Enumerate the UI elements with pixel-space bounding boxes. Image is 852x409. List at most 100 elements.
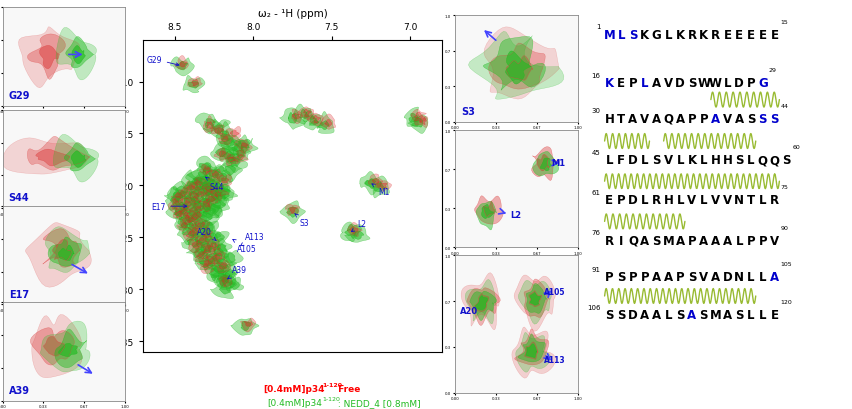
Polygon shape — [285, 204, 299, 216]
Text: A105: A105 — [233, 240, 256, 253]
Polygon shape — [419, 118, 426, 125]
Polygon shape — [371, 179, 378, 185]
Polygon shape — [215, 192, 221, 197]
Polygon shape — [411, 110, 426, 122]
Polygon shape — [217, 244, 227, 254]
Polygon shape — [517, 334, 544, 362]
Polygon shape — [212, 271, 233, 288]
Polygon shape — [204, 254, 216, 263]
Polygon shape — [294, 105, 314, 124]
Polygon shape — [204, 189, 218, 208]
Polygon shape — [532, 152, 558, 176]
Polygon shape — [481, 205, 493, 219]
Text: L: L — [676, 154, 683, 167]
Polygon shape — [188, 83, 199, 89]
Text: D: D — [627, 194, 637, 207]
Polygon shape — [175, 212, 182, 218]
Polygon shape — [181, 170, 201, 198]
Polygon shape — [48, 238, 82, 267]
Polygon shape — [219, 147, 239, 164]
Polygon shape — [188, 239, 204, 253]
Text: S: S — [616, 270, 625, 283]
Text: A: A — [711, 270, 719, 283]
Text: S: S — [757, 112, 766, 126]
Polygon shape — [202, 227, 215, 243]
Polygon shape — [186, 171, 214, 191]
Polygon shape — [203, 120, 230, 139]
Text: A: A — [675, 112, 684, 126]
Polygon shape — [170, 197, 179, 205]
Text: L2: L2 — [351, 220, 366, 232]
Text: [0.4mM]p34: [0.4mM]p34 — [263, 384, 325, 393]
Polygon shape — [19, 28, 80, 89]
Polygon shape — [222, 151, 235, 162]
Text: D: D — [675, 77, 684, 90]
Text: L: L — [746, 154, 754, 167]
Polygon shape — [215, 173, 227, 182]
Polygon shape — [193, 249, 204, 258]
Text: K: K — [699, 29, 707, 42]
Polygon shape — [197, 204, 222, 220]
Polygon shape — [211, 271, 236, 290]
Polygon shape — [307, 114, 323, 126]
Text: H: H — [604, 112, 613, 126]
Polygon shape — [203, 246, 210, 253]
Text: P: P — [687, 112, 695, 126]
Text: H: H — [663, 194, 672, 207]
Text: R: R — [711, 29, 719, 42]
Polygon shape — [171, 193, 183, 204]
Text: R: R — [651, 194, 660, 207]
Polygon shape — [218, 251, 243, 266]
Text: K: K — [604, 77, 613, 90]
Polygon shape — [232, 143, 242, 152]
Text: L: L — [758, 270, 766, 283]
Polygon shape — [195, 236, 216, 256]
Polygon shape — [219, 263, 227, 270]
Polygon shape — [531, 147, 557, 181]
Polygon shape — [230, 158, 239, 167]
Text: F: F — [616, 154, 625, 167]
Polygon shape — [210, 126, 224, 138]
Text: S: S — [734, 154, 743, 167]
Polygon shape — [236, 150, 245, 159]
Y-axis label: ω₁ - ¹⁵N (ppm): ω₁ - ¹⁵N (ppm) — [104, 160, 114, 233]
Polygon shape — [181, 200, 206, 221]
Text: V: V — [663, 77, 672, 90]
Text: N: N — [734, 194, 743, 207]
Polygon shape — [187, 223, 202, 233]
Text: : NEDD_4 [0.8mM]: : NEDD_4 [0.8mM] — [335, 398, 420, 407]
Polygon shape — [209, 170, 220, 177]
Polygon shape — [181, 211, 193, 222]
Polygon shape — [174, 197, 182, 202]
Polygon shape — [526, 344, 536, 358]
Polygon shape — [192, 80, 199, 87]
Polygon shape — [195, 234, 209, 247]
Polygon shape — [27, 35, 66, 80]
Text: V: V — [722, 112, 731, 126]
Text: K: K — [687, 154, 696, 167]
Polygon shape — [214, 148, 230, 162]
Polygon shape — [202, 165, 224, 182]
Polygon shape — [165, 187, 182, 211]
Polygon shape — [215, 128, 223, 135]
Polygon shape — [231, 151, 248, 163]
Polygon shape — [219, 283, 231, 294]
Polygon shape — [201, 182, 230, 201]
Polygon shape — [303, 110, 311, 118]
Polygon shape — [193, 177, 202, 184]
Polygon shape — [176, 62, 187, 71]
Polygon shape — [488, 44, 544, 90]
Polygon shape — [209, 245, 229, 266]
Polygon shape — [365, 179, 375, 189]
Text: P: P — [640, 270, 648, 283]
Polygon shape — [212, 200, 225, 209]
Text: S: S — [687, 77, 695, 90]
Text: S: S — [687, 270, 695, 283]
Text: S: S — [604, 308, 613, 321]
Polygon shape — [179, 205, 191, 216]
Text: 105: 105 — [780, 261, 792, 267]
Polygon shape — [349, 227, 358, 234]
Text: A: A — [651, 77, 660, 90]
Polygon shape — [466, 288, 499, 326]
Polygon shape — [190, 224, 202, 236]
